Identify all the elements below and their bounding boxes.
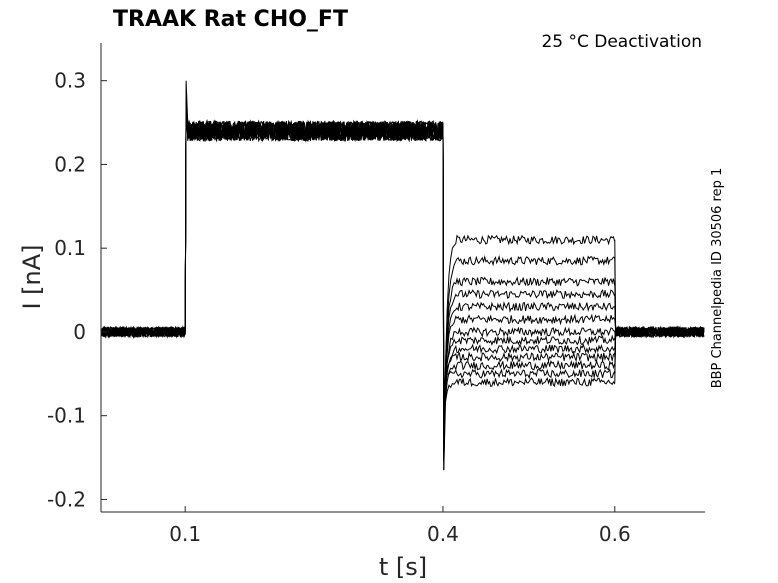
temperature-annotation: 25 °C Deactivation	[541, 32, 702, 52]
current-trace	[100, 106, 705, 471]
chart-title: TRAAK Rat CHO_FT	[113, 7, 348, 32]
source-note: BBP Channelpedia ID 30506 rep 1	[710, 168, 725, 389]
trace-group	[100, 80, 705, 471]
y-tick-label: 0.1	[54, 236, 86, 260]
y-tick-label: -0.2	[47, 487, 86, 511]
y-tick-label: 0.2	[54, 152, 86, 176]
x-tick-label: 0.4	[427, 522, 459, 546]
y-tick-label: 0.3	[54, 69, 86, 93]
x-tick-label: 0.6	[599, 522, 631, 546]
tick-group: 0.1 0.4 0.6 -0.2 -0.1 0 0.1 0.2 0.3	[47, 69, 631, 546]
y-tick-label: 0	[73, 320, 86, 344]
current-trace	[100, 97, 705, 386]
y-axis-label: I [nA]	[18, 244, 46, 309]
x-axis-label: t [s]	[379, 553, 427, 581]
x-tick-label: 0.1	[169, 522, 201, 546]
y-tick-label: -0.1	[47, 404, 86, 428]
axes	[100, 43, 705, 513]
